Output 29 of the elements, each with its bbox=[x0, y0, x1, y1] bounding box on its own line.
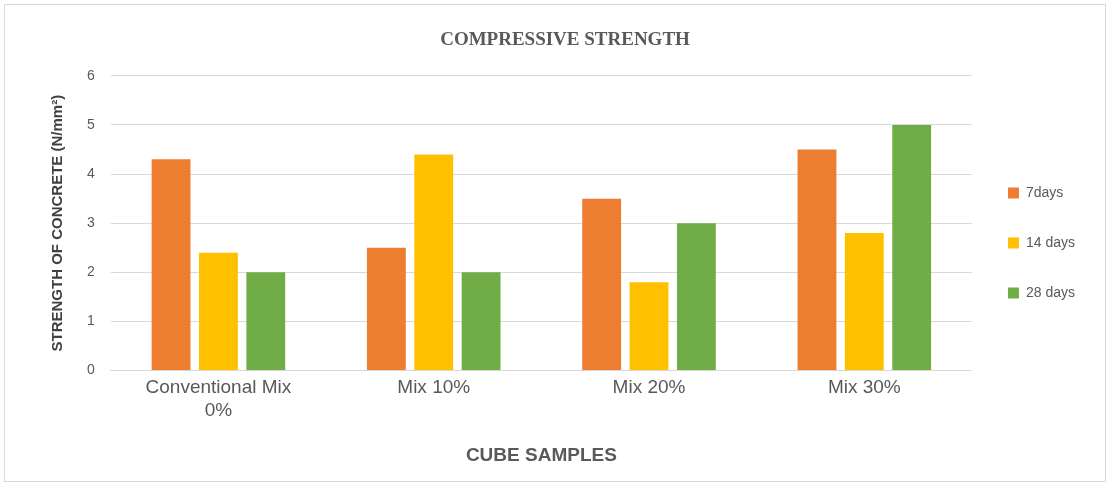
y-tick-label: 6 bbox=[86, 66, 95, 83]
y-tick-label: 5 bbox=[86, 115, 95, 132]
bar bbox=[844, 233, 884, 371]
chart-title: COMPRESSIVE STRENGTH bbox=[440, 28, 691, 50]
bar bbox=[199, 252, 238, 371]
x-tick-label: Conventional Mix 0% bbox=[145, 376, 292, 421]
x-tick-label: Mix 10% bbox=[397, 376, 471, 398]
bar bbox=[797, 149, 837, 371]
bar bbox=[582, 198, 622, 371]
legend-label: 14 days bbox=[1025, 233, 1076, 250]
x-tick-label: Mix 20% bbox=[612, 376, 686, 398]
legend-label: 7days bbox=[1025, 183, 1064, 200]
bar bbox=[246, 272, 286, 371]
x-tick-label: Mix 30% bbox=[827, 376, 901, 398]
bar bbox=[461, 272, 501, 371]
x-axis-title: CUBE SAMPLES bbox=[465, 443, 617, 465]
y-tick-label: 1 bbox=[86, 312, 95, 329]
bar bbox=[676, 223, 716, 371]
bar bbox=[414, 154, 454, 371]
y-tick-label: 4 bbox=[86, 164, 95, 181]
bar bbox=[629, 282, 669, 371]
bar bbox=[151, 159, 191, 371]
bar bbox=[892, 124, 932, 371]
y-tick-label: 2 bbox=[86, 263, 95, 280]
y-tick-label: 0 bbox=[86, 361, 95, 378]
legend-label: 28 days bbox=[1025, 283, 1076, 300]
y-tick-label: 3 bbox=[86, 214, 95, 231]
bar bbox=[366, 247, 406, 371]
y-axis-title: STRENGTH OF CONCRETE (N/mm²) bbox=[48, 94, 66, 352]
